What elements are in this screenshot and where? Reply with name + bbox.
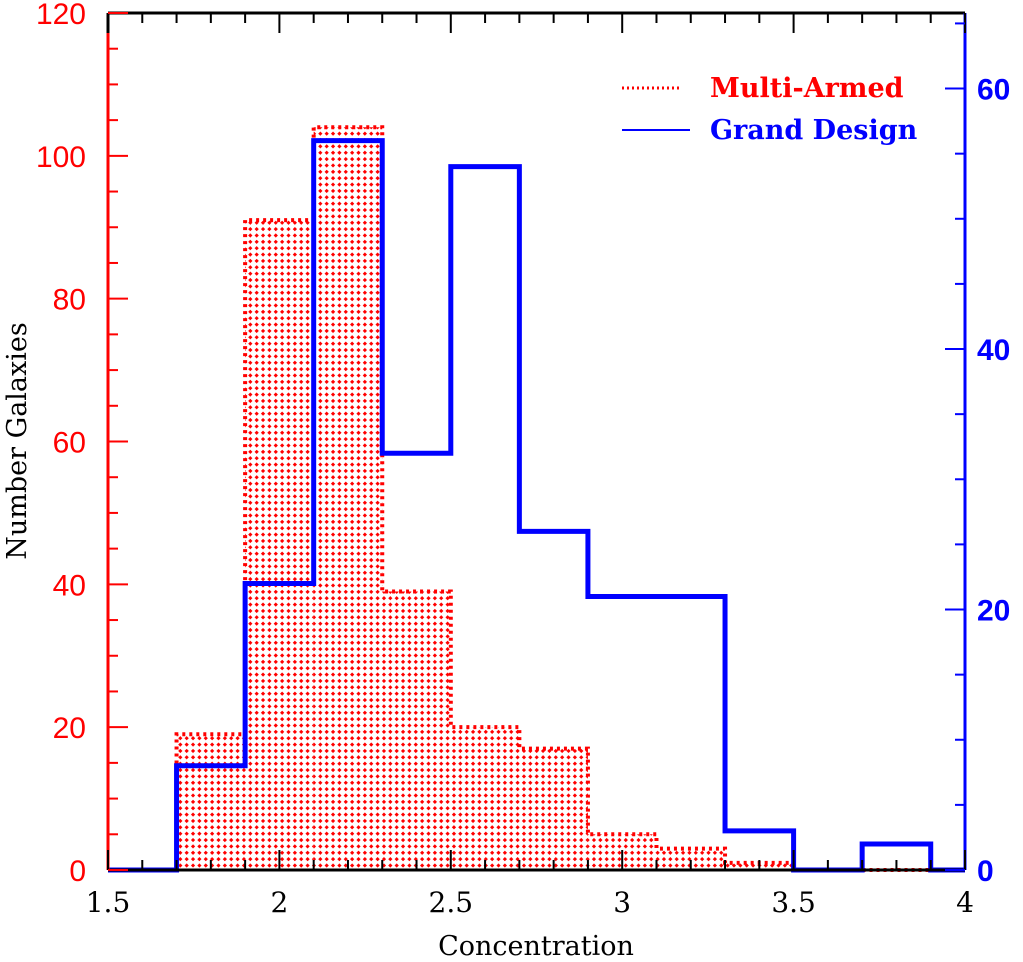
left-y-tick-label: 120 [36, 0, 86, 31]
left-y-tick-label: 100 [36, 141, 86, 174]
multi-armed-bar [176, 734, 246, 870]
x-axis: 1.5 2 2.5 3 3.5 4 [86, 13, 974, 919]
right-y-tick-label: 20 [977, 595, 1010, 628]
multi-armed-bar [382, 591, 451, 870]
x-tick-label: 1.5 [86, 886, 131, 919]
x-tick-label: 2 [270, 886, 288, 919]
x-axis-title: Concentration [438, 931, 634, 962]
right-y-tick-label: 40 [977, 334, 1010, 367]
multi-armed-bar [656, 848, 726, 870]
legend: Multi-Armed Grand Design [622, 73, 918, 146]
right-y-tick-label: 60 [977, 74, 1010, 107]
x-tick-label: 4 [956, 886, 974, 919]
left-y-axis: 0 20 40 60 80 100 120 [36, 0, 128, 888]
legend-multi-armed-label: Multi-Armed [710, 73, 904, 104]
x-tick-label: 3.5 [771, 886, 816, 919]
x-tick-label: 2.5 [429, 886, 474, 919]
left-y-tick-label: 40 [53, 569, 86, 602]
multi-armed-bar [313, 127, 383, 871]
multi-armed-bar [245, 220, 314, 870]
left-y-tick-label: 20 [53, 712, 86, 745]
plot-frame [106, 11, 967, 872]
left-y-tick-label: 60 [53, 427, 86, 460]
multi-armed-bar [519, 748, 588, 870]
left-y-tick-label: 80 [53, 284, 86, 317]
multi-armed-series [108, 125, 965, 872]
x-tick-label: 3 [613, 886, 631, 919]
right-y-tick-label: 0 [977, 855, 994, 888]
left-y-tick-label: 0 [69, 855, 86, 888]
multi-armed-bar [450, 727, 520, 870]
right-y-axis: 0 20 40 60 [945, 22, 1010, 888]
legend-grand-design-label: Grand Design [710, 115, 918, 146]
y-axis-title: Number Galaxies [2, 322, 33, 559]
